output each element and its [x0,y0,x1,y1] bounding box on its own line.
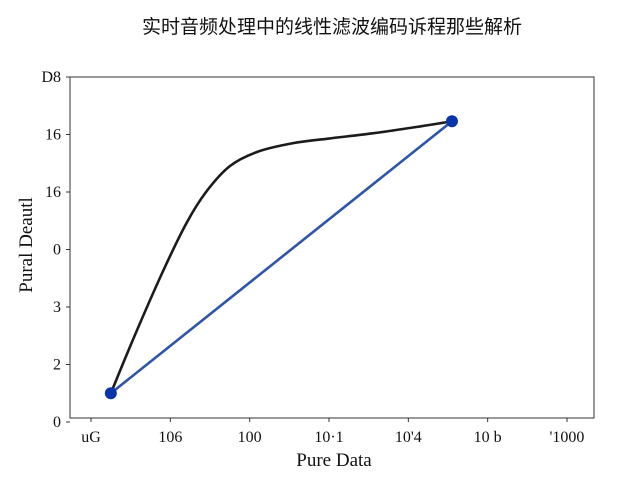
data-point-marker [445,115,458,128]
y-axis: 0 2 3 0 16 16 D8 [41,69,70,431]
y-tick-label: 0 [53,414,61,431]
x-tick-label: 100 [238,429,262,446]
series-group [109,119,454,395]
marker-group [104,115,458,400]
x-tick-label: 106 [158,429,182,446]
y-tick-label: 16 [45,184,61,201]
x-tick-label: '1000 [550,429,585,446]
x-tick-label: 10 b [474,429,502,446]
series-line-2 [109,119,454,395]
x-tick-label: uG [81,429,101,446]
y-axis-label: Pural Deautl [16,197,37,293]
y-tick-label: 0 [53,242,61,259]
y-tick-label: D8 [41,69,61,86]
chart-title: 实时音频处理中的线性滤波编码诉程那些解析 [142,16,522,38]
series-line-1 [109,119,454,395]
plot-area [69,76,595,419]
y-tick-label: 16 [45,127,61,144]
data-point-marker [104,387,117,400]
x-axis: uG 106 100 10·1 10'4 10 b '1000 [81,418,584,446]
y-tick-label: 3 [53,299,61,316]
x-tick-label: 10·1 [314,429,343,446]
y-tick-label: 2 [53,357,61,374]
x-axis-label: Pure Data [296,450,372,471]
x-tick-label: 10'4 [395,429,422,446]
